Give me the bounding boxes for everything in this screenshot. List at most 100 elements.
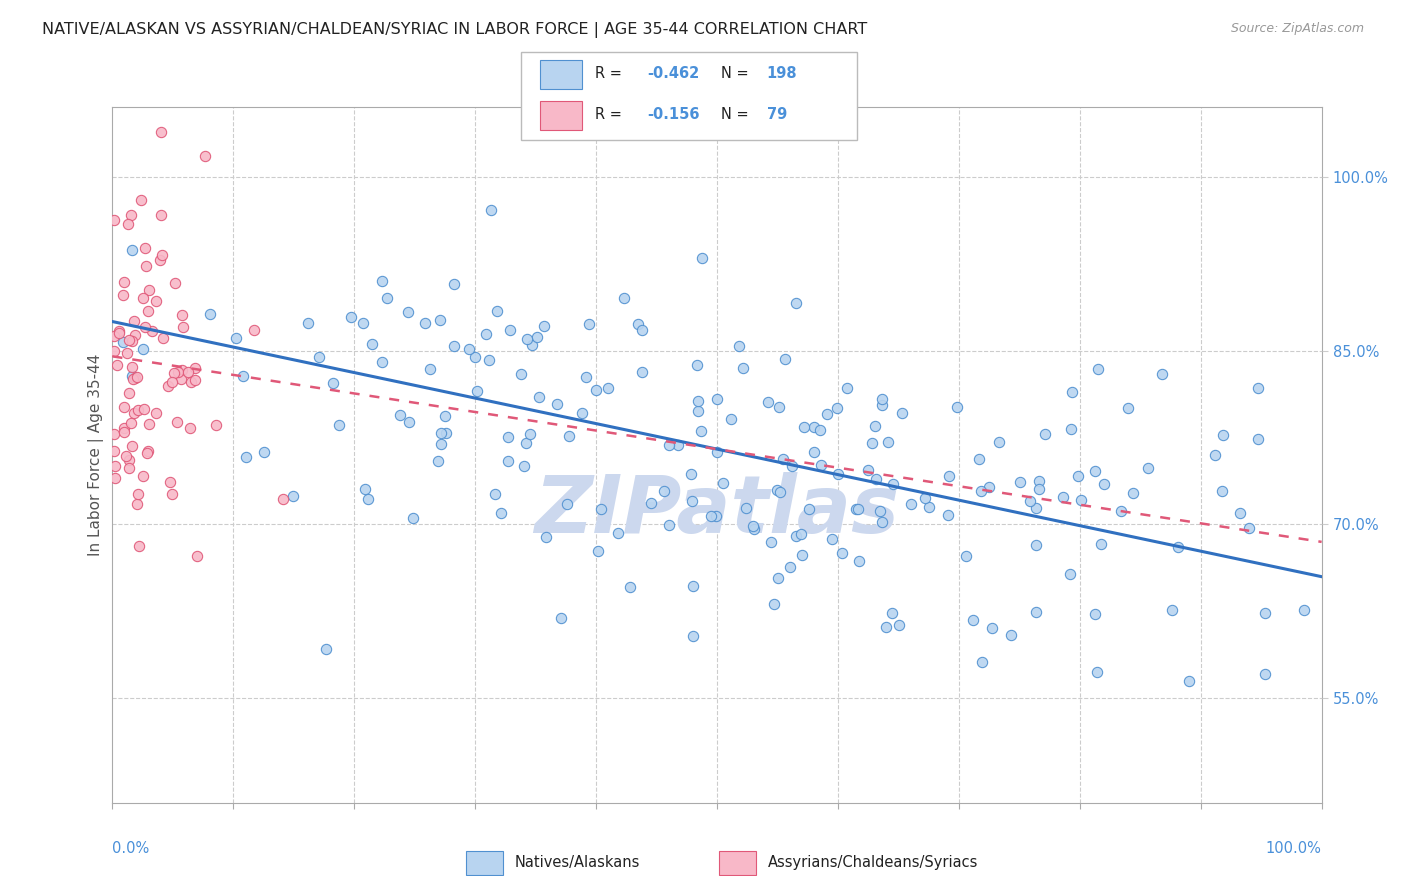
Point [658,438,681,452]
Point [491,506,513,520]
Point [370,355,392,369]
Point [152,331,174,345]
Point [1025,501,1047,516]
Point [138,283,160,297]
Point [163,276,186,290]
Point [1253,667,1275,681]
Point [105,358,128,372]
Point [281,489,304,503]
Point [1136,461,1159,475]
Point [1087,362,1109,376]
Point [803,445,825,459]
Point [121,359,143,374]
Point [681,494,703,508]
Point [890,406,912,420]
Point [166,415,188,429]
Point [467,384,489,399]
Point [243,323,266,337]
Point [1084,464,1107,478]
Point [606,525,628,540]
Point [180,376,202,390]
Point [124,327,146,342]
Point [848,554,870,568]
Point [1204,448,1226,462]
Point [496,430,519,444]
Point [103,213,125,227]
Point [1060,422,1083,436]
Point [1028,474,1050,488]
Point [1254,607,1277,621]
Point [936,508,959,522]
Bar [467,851,503,874]
Point [700,508,723,523]
Point [198,307,221,321]
Point [112,425,135,439]
Point [872,515,894,529]
Point [962,613,984,627]
Point [1247,432,1270,446]
Point [145,406,167,420]
Point [136,446,159,460]
Point [117,453,139,467]
Point [1025,538,1047,552]
Text: Source: ZipAtlas.com: Source: ZipAtlas.com [1230,22,1364,36]
Text: NATIVE/ALASKAN VS ASSYRIAN/CHALDEAN/SYRIAC IN LABOR FORCE | AGE 35-44 CORRELATIO: NATIVE/ALASKAN VS ASSYRIAN/CHALDEAN/SYRI… [42,22,868,38]
Point [356,492,378,507]
Point [803,419,825,434]
Text: R =: R = [595,107,621,122]
Point [704,508,727,523]
Point [122,406,145,420]
Point [533,319,555,334]
Text: Assyrians/Chaldeans/Syriacs: Assyrians/Chaldeans/Syriacs [768,855,979,870]
Point [706,444,728,458]
Point [434,426,457,441]
Point [938,469,960,483]
Point [762,597,785,611]
Point [863,419,886,434]
Point [1019,494,1042,508]
Point [388,408,411,422]
Point [558,429,581,443]
Point [785,296,807,310]
Point [361,337,384,351]
Point [658,518,681,533]
Point [790,549,813,563]
Point [205,417,228,432]
Point [519,427,541,442]
Point [131,468,153,483]
Point [756,394,779,409]
Point [858,463,880,477]
Point [149,252,172,267]
Point [731,361,754,376]
Point [688,404,710,418]
Point [1000,627,1022,641]
Point [865,472,887,486]
Point [529,390,551,404]
Point [401,511,423,525]
Point [375,291,398,305]
Point [690,424,713,438]
Point [509,367,531,381]
Point [315,642,337,657]
Point [122,372,145,386]
Point [585,383,607,397]
Point [766,483,789,498]
Point [172,362,194,376]
Point [1212,427,1234,442]
Point [596,382,619,396]
Point [1059,567,1081,582]
Point [546,397,568,411]
Point [103,328,125,343]
Point [150,208,173,222]
Point [769,484,792,499]
Point [120,416,142,430]
Point [619,580,641,594]
Point [163,366,186,380]
Point [478,353,501,368]
Point [1150,367,1173,381]
Point [1116,401,1139,416]
Point [474,326,496,341]
Point [160,487,183,501]
Text: 198: 198 [766,66,797,81]
Point [134,402,156,417]
